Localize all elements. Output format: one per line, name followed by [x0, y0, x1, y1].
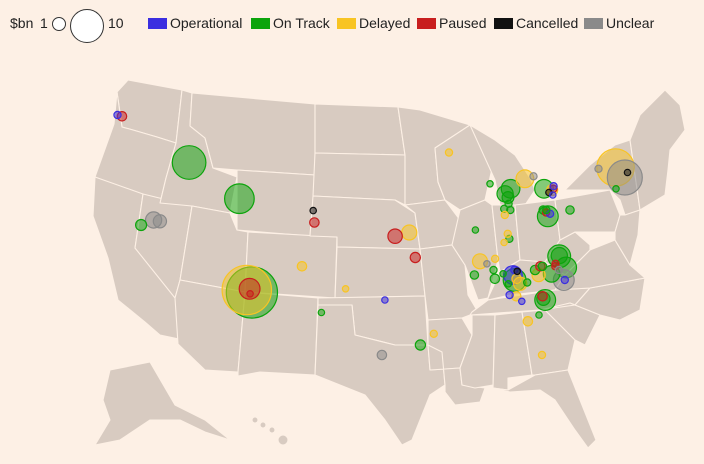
project-bubble-delayed	[511, 273, 522, 285]
legend-cancelled: Cancelled	[494, 15, 578, 31]
project-bubble-operational	[517, 297, 526, 306]
project-bubble-on-track	[414, 339, 427, 351]
project-bubble-delayed	[500, 210, 509, 220]
project-bubble-operational	[113, 110, 122, 120]
project-bubble-operational	[548, 191, 557, 199]
legend-label: Paused	[439, 15, 487, 31]
project-bubble-unclear	[376, 349, 388, 361]
legend-label: Unclear	[606, 15, 655, 31]
project-bubble-on-track	[523, 278, 532, 287]
hawaii	[251, 416, 289, 446]
project-bubble-unclear	[594, 164, 603, 173]
project-bubble-delayed	[429, 329, 438, 338]
size-min-circle	[52, 17, 66, 31]
project-bubble-delayed	[503, 229, 512, 238]
project-bubble-on-track	[612, 185, 620, 193]
legend-operational: Operational	[148, 15, 242, 31]
project-bubble-delayed	[500, 238, 508, 247]
project-bubble-paused	[551, 259, 560, 268]
project-bubble-paused	[309, 217, 320, 228]
project-bubble-cancelled	[623, 168, 632, 177]
project-bubble-on-track	[471, 226, 480, 234]
state-texas	[314, 304, 446, 446]
project-bubble-on-track	[223, 183, 255, 215]
project-bubble-delayed	[490, 254, 500, 263]
project-bubble-paused	[409, 251, 421, 264]
legend: $bn 1 10 Operational On Track Delayed Pa…	[8, 8, 696, 43]
state-mid-atlantic	[614, 209, 641, 266]
project-bubble-on-track	[565, 205, 575, 215]
swatch-unclear	[584, 18, 603, 29]
project-bubbles	[113, 110, 643, 361]
project-bubble-on-track	[317, 308, 326, 317]
project-bubble-operational	[560, 275, 570, 285]
project-bubble-delayed	[296, 260, 308, 272]
size-max-label: 10	[108, 15, 124, 31]
project-bubble-unclear	[152, 214, 168, 229]
project-bubble-unclear	[554, 265, 564, 275]
project-bubble-delayed	[341, 284, 350, 293]
project-bubble-delayed	[401, 224, 418, 241]
project-bubble-operational	[549, 181, 558, 191]
project-bubble-on-track	[486, 180, 494, 188]
project-bubble-delayed	[537, 350, 547, 360]
size-max-circle	[70, 9, 104, 43]
state-north-carolina	[539, 277, 646, 321]
legend-label: Delayed	[359, 15, 411, 31]
hawaii-island-3	[268, 426, 276, 434]
project-bubble-on-track	[504, 279, 513, 288]
project-bubble-on-track	[542, 205, 551, 215]
state-new-england	[629, 89, 686, 211]
project-bubble-on-track	[489, 273, 501, 285]
legend-label: Cancelled	[516, 15, 579, 31]
alaska	[94, 361, 231, 446]
legend-unclear: Unclear	[584, 15, 654, 31]
project-bubble-on-track	[499, 269, 507, 278]
swatch-cancelled	[494, 18, 513, 29]
legend-label: Operational	[170, 15, 243, 31]
project-bubble-unclear	[483, 259, 491, 268]
project-bubble-on-track	[469, 270, 480, 280]
project-bubble-paused	[537, 290, 548, 302]
project-bubble-on-track	[489, 265, 498, 275]
project-bubble-operational	[381, 296, 389, 304]
project-bubble-delayed	[522, 315, 534, 327]
swatch-delayed	[337, 18, 356, 29]
project-bubble-on-track	[537, 261, 548, 272]
unit-label: $bn	[10, 15, 34, 31]
legend-delayed: Delayed	[337, 15, 410, 31]
legend-paused: Paused	[417, 15, 486, 31]
state-south-dakota	[312, 152, 406, 206]
project-bubble-unclear	[529, 172, 538, 181]
state-north-dakota	[314, 103, 406, 156]
hawaii-island-4	[277, 434, 289, 446]
state-florida	[492, 369, 597, 449]
project-bubble-on-track	[171, 145, 207, 180]
project-bubble-paused	[246, 289, 254, 298]
project-bubble-cancelled	[309, 206, 318, 215]
size-min-label: 1	[40, 15, 48, 31]
project-bubble-delayed	[444, 148, 454, 157]
project-bubble-operational	[505, 290, 514, 300]
legend-label: On Track	[273, 15, 330, 31]
project-bubble-on-track	[535, 311, 543, 319]
state-alaska	[94, 361, 231, 446]
swatch-on-track	[251, 18, 270, 29]
state-pennsylvania	[554, 189, 621, 241]
legend-on-track: On Track	[251, 15, 330, 31]
hawaii-island-1	[251, 416, 259, 424]
hawaii-island-2	[259, 421, 267, 429]
project-bubble-paused	[387, 228, 403, 244]
swatch-operational	[148, 18, 167, 29]
swatch-paused	[417, 18, 436, 29]
project-bubble-on-track	[506, 205, 515, 215]
project-bubble-paused	[238, 277, 261, 300]
project-bubble-on-track	[135, 218, 148, 232]
contiguous-us	[92, 79, 686, 449]
project-bubble-cancelled	[513, 267, 522, 276]
